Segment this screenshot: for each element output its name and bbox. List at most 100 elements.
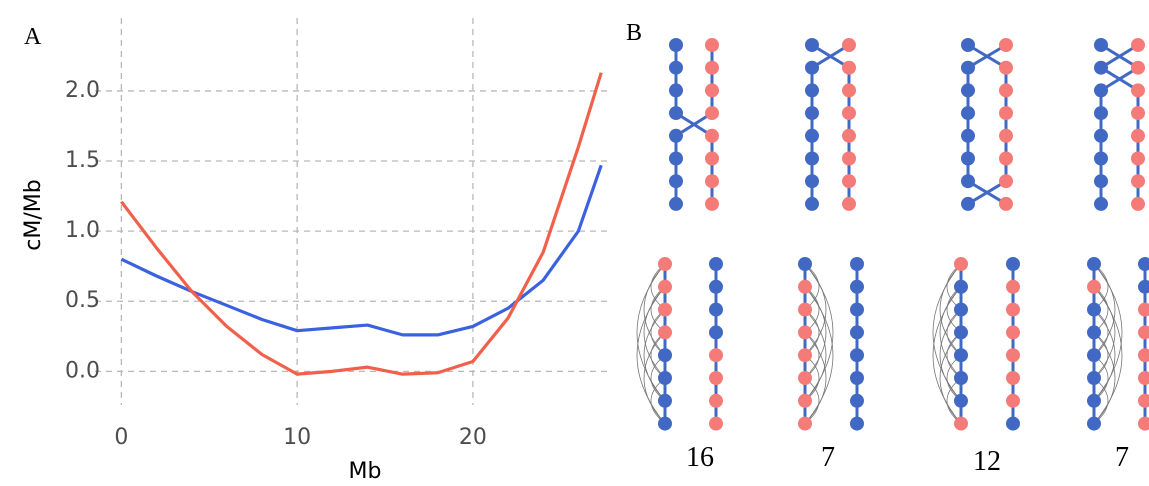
node bbox=[850, 279, 864, 294]
node bbox=[805, 106, 819, 121]
arc bbox=[804, 263, 834, 402]
node bbox=[850, 371, 864, 385]
count-label: 7 bbox=[821, 442, 835, 473]
x-tick-label: 10 bbox=[283, 425, 311, 450]
x-tick-label: 0 bbox=[114, 425, 128, 450]
node bbox=[805, 196, 819, 211]
node bbox=[954, 302, 968, 317]
node bbox=[1094, 196, 1108, 211]
node bbox=[842, 151, 856, 166]
node bbox=[705, 196, 719, 211]
node bbox=[798, 393, 812, 408]
node bbox=[1138, 279, 1149, 294]
node bbox=[1131, 60, 1145, 75]
count-label: 12 bbox=[973, 446, 1001, 477]
panel-label: B bbox=[626, 20, 642, 46]
link bbox=[811, 43, 850, 69]
node bbox=[709, 371, 723, 385]
node bbox=[999, 38, 1013, 52]
arc bbox=[804, 286, 827, 379]
node bbox=[954, 393, 968, 408]
node bbox=[709, 257, 723, 271]
y-tick-label: 0.0 bbox=[65, 358, 100, 383]
node bbox=[954, 279, 968, 294]
node bbox=[1138, 302, 1149, 317]
node bbox=[805, 60, 819, 75]
node bbox=[1131, 174, 1145, 189]
node bbox=[805, 151, 819, 166]
node bbox=[709, 325, 723, 340]
node bbox=[658, 257, 672, 271]
arc bbox=[1093, 263, 1116, 356]
arc bbox=[643, 263, 666, 356]
node bbox=[658, 279, 672, 294]
arc bbox=[1093, 332, 1116, 424]
link bbox=[967, 179, 1007, 206]
arc bbox=[1093, 286, 1123, 424]
node bbox=[705, 106, 719, 121]
node bbox=[709, 348, 723, 363]
node bbox=[658, 393, 672, 408]
node bbox=[1138, 416, 1149, 431]
node bbox=[1094, 174, 1108, 189]
node bbox=[658, 348, 672, 363]
node bbox=[850, 302, 864, 317]
node bbox=[954, 416, 968, 431]
node bbox=[658, 371, 672, 385]
node bbox=[1006, 416, 1020, 431]
node bbox=[961, 174, 975, 189]
node bbox=[1138, 325, 1149, 340]
node bbox=[669, 128, 683, 143]
node bbox=[999, 174, 1013, 189]
node bbox=[1087, 348, 1101, 363]
link bbox=[1100, 43, 1139, 69]
y-tick-label: 0.5 bbox=[65, 288, 100, 313]
node bbox=[669, 151, 683, 166]
node bbox=[1006, 279, 1020, 294]
node bbox=[798, 279, 812, 294]
arc bbox=[636, 263, 666, 402]
arc bbox=[939, 263, 962, 356]
arc bbox=[932, 263, 962, 402]
node bbox=[1094, 151, 1108, 166]
arc bbox=[643, 286, 666, 379]
arc bbox=[804, 332, 827, 424]
node bbox=[1131, 106, 1145, 121]
node bbox=[842, 174, 856, 189]
node bbox=[961, 38, 975, 52]
node bbox=[961, 196, 975, 211]
node bbox=[954, 257, 968, 271]
node bbox=[1006, 371, 1020, 385]
node bbox=[705, 60, 719, 75]
node bbox=[709, 302, 723, 317]
node bbox=[1087, 416, 1101, 431]
node bbox=[1131, 151, 1145, 166]
node bbox=[1131, 128, 1145, 143]
count-label: 16 bbox=[686, 442, 714, 473]
node bbox=[709, 393, 723, 408]
node bbox=[705, 151, 719, 166]
node bbox=[798, 325, 812, 340]
y-tick-label: 1.0 bbox=[65, 218, 100, 243]
y-tick-label: 2.0 bbox=[65, 78, 100, 103]
node bbox=[805, 174, 819, 189]
node bbox=[798, 302, 812, 317]
node bbox=[705, 174, 719, 189]
node bbox=[954, 348, 968, 363]
node bbox=[709, 416, 723, 431]
data-line bbox=[120, 72, 603, 376]
node bbox=[842, 83, 856, 98]
node bbox=[1006, 325, 1020, 340]
node bbox=[1006, 348, 1020, 363]
node bbox=[999, 128, 1013, 143]
node bbox=[1087, 371, 1101, 385]
panel-label: A bbox=[24, 24, 42, 50]
node bbox=[705, 83, 719, 98]
node bbox=[798, 416, 812, 431]
node bbox=[1131, 83, 1145, 98]
node bbox=[999, 60, 1013, 75]
node bbox=[850, 416, 864, 431]
arc bbox=[939, 309, 962, 402]
node bbox=[805, 83, 819, 98]
node bbox=[1006, 302, 1020, 317]
